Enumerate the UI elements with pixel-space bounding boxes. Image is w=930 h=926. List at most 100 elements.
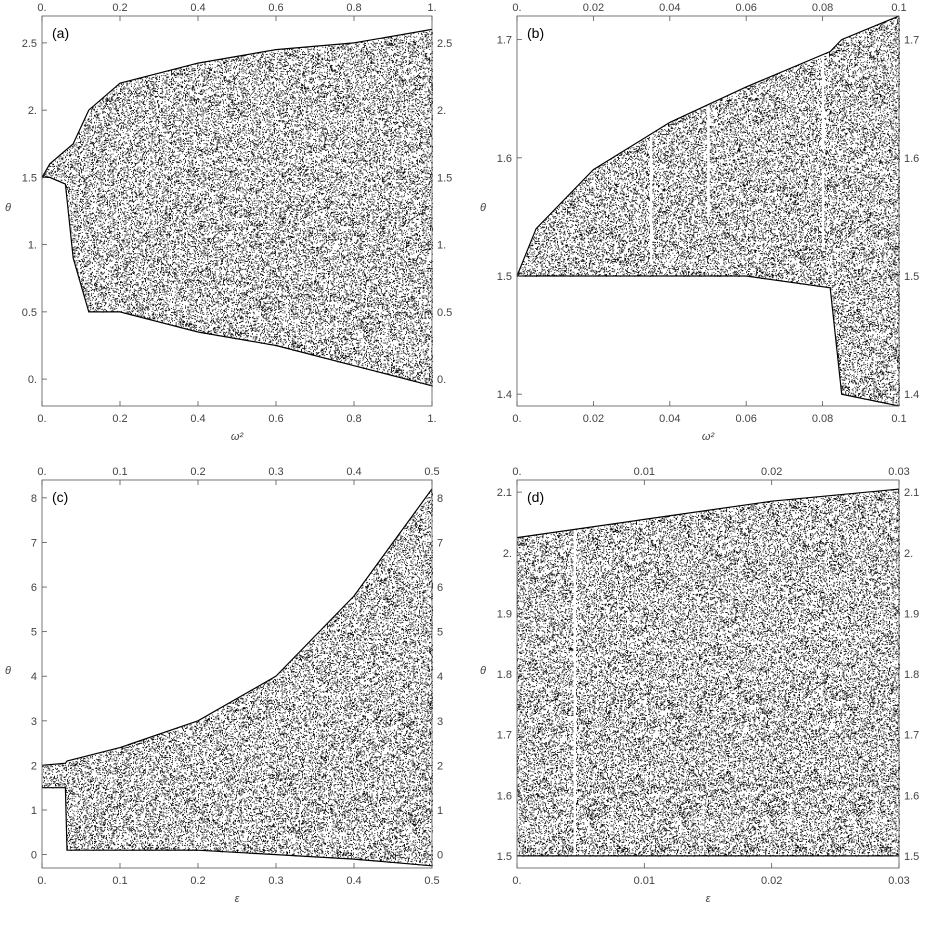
y-tick-label-left: 5 bbox=[31, 627, 37, 639]
y-tick-label-right: 2 bbox=[437, 760, 443, 772]
x-tick-label-bottom: 0.6 bbox=[268, 413, 283, 425]
plot-frame bbox=[41, 479, 433, 869]
x-tick-label-bottom: 0.2 bbox=[190, 875, 205, 887]
point-cloud-dots bbox=[517, 489, 900, 857]
y-tick-label-right: 7 bbox=[437, 537, 443, 549]
y-tick-label-left: 8 bbox=[31, 493, 37, 505]
x-tick-label-top: 0.4 bbox=[346, 466, 361, 478]
x-tick-label-bottom: 0.1 bbox=[112, 875, 127, 887]
point-cloud bbox=[42, 31, 433, 387]
y-tick-label-left: 1.8 bbox=[497, 669, 512, 681]
y-tick-label-right: 5 bbox=[437, 627, 443, 639]
y-tick-label-right: 1.4 bbox=[904, 389, 919, 401]
y-tick-label-right: 2.5 bbox=[437, 38, 452, 50]
x-tick-label-bottom: 0.03 bbox=[888, 875, 909, 887]
y-axis-label: θ bbox=[480, 202, 486, 214]
y-tick-label-left: 6 bbox=[31, 582, 37, 594]
y-tick-label-right: 1.8 bbox=[904, 669, 919, 681]
chart-b: 0. 0. 0.02 0.02 0.04 0.04 0.06 0.06 0.08 0.08 0.1 0… bbox=[480, 2, 919, 443]
point-cloud bbox=[517, 17, 900, 407]
x-tick-label-top: 0.02 bbox=[583, 2, 604, 14]
upper-envelope-line bbox=[516, 488, 900, 539]
point-cloud-dots bbox=[42, 490, 433, 866]
y-tick-label-left: 1.5 bbox=[497, 271, 512, 283]
upper-envelope-line bbox=[41, 28, 433, 178]
y-tick-label-left: 3 bbox=[31, 716, 37, 728]
plot-frame bbox=[41, 15, 433, 407]
point-cloud-dots bbox=[42, 31, 433, 387]
x-tick-label-top: 0.8 bbox=[346, 2, 361, 14]
y-tick-label-left: 1.7 bbox=[497, 730, 512, 742]
x-tick-label-top: 0.04 bbox=[659, 2, 680, 14]
y-tick-label-left: 1.6 bbox=[497, 153, 512, 165]
x-tick-label-bottom: 0.08 bbox=[812, 413, 833, 425]
x-tick-label-top: 0. bbox=[512, 466, 521, 478]
y-tick-label-right: 1 bbox=[437, 805, 443, 817]
panel-b: 0. 0. 0.02 0.02 0.04 0.04 0.06 0.06 0.08 0.08 0.1 0… bbox=[465, 0, 930, 465]
panel-label: (d) bbox=[527, 489, 544, 505]
point-cloud bbox=[42, 490, 433, 866]
panel-d: 0. 0. 0.01 0.01 0.02 0.02 0.03 0.03 1.5 1.5 1.6 1.6… bbox=[465, 460, 930, 926]
y-tick-label-left: 0. bbox=[28, 374, 37, 386]
y-tick-label-right: 1.6 bbox=[904, 153, 919, 165]
y-tick-label-right: 1.7 bbox=[904, 35, 919, 47]
y-tick-label-right: 4 bbox=[437, 671, 443, 683]
x-tick-label-bottom: 0. bbox=[37, 413, 46, 425]
x-tick-label-bottom: 0.5 bbox=[424, 875, 439, 887]
lower-envelope-line bbox=[42, 787, 433, 867]
y-tick-label-right: 2. bbox=[904, 548, 913, 560]
x-tick-label-bottom: 0.01 bbox=[634, 875, 655, 887]
y-tick-label-right: 0. bbox=[437, 374, 446, 386]
x-tick-label-bottom: 0. bbox=[512, 875, 521, 887]
x-axis-label: ε bbox=[706, 893, 711, 905]
y-tick-label-right: 6 bbox=[437, 582, 443, 594]
x-tick-label-top: 0.2 bbox=[112, 2, 127, 14]
x-tick-label-top: 0.02 bbox=[761, 466, 782, 478]
x-tick-label-top: 0.1 bbox=[891, 2, 906, 14]
x-tick-label-bottom: 0. bbox=[37, 875, 46, 887]
x-tick-label-top: 0.2 bbox=[190, 466, 205, 478]
y-tick-label-left: 1.5 bbox=[22, 172, 37, 184]
x-tick-label-bottom: 0.02 bbox=[761, 875, 782, 887]
y-tick-label-left: 0 bbox=[31, 850, 37, 862]
y-tick-label-right: 2. bbox=[437, 105, 446, 117]
chart-d: 0. 0. 0.01 0.01 0.02 0.02 0.03 0.03 1.5 1.5 1.6 1.6… bbox=[480, 466, 919, 905]
x-tick-label-top: 0. bbox=[512, 2, 521, 14]
y-tick-label-left: 0.5 bbox=[22, 307, 37, 319]
panel-label: (c) bbox=[52, 489, 68, 505]
x-tick-label-bottom: 0.04 bbox=[659, 413, 680, 425]
y-tick-label-left: 7 bbox=[31, 537, 37, 549]
panel-c: 0. 0. 0.1 0.1 0.2 0.2 0.3 0.3 0.4 0.4 0.5 0.5 0 0 1 1 2 2… bbox=[0, 460, 465, 926]
y-tick-label-left: 2.5 bbox=[22, 38, 37, 50]
y-tick-label-left: 1. bbox=[28, 240, 37, 252]
x-axis-label: ω² bbox=[231, 431, 244, 443]
x-tick-label-bottom: 0.06 bbox=[735, 413, 756, 425]
plot-frame bbox=[516, 15, 900, 407]
y-tick-label-left: 1.4 bbox=[497, 389, 512, 401]
y-tick-label-left: 4 bbox=[31, 671, 37, 683]
y-tick-label-right: 0.5 bbox=[437, 307, 452, 319]
y-tick-label-right: 2.1 bbox=[904, 487, 919, 499]
y-tick-label-left: 2. bbox=[503, 548, 512, 560]
lower-envelope-line bbox=[42, 176, 433, 387]
x-tick-label-bottom: 0.4 bbox=[190, 413, 205, 425]
y-tick-label-right: 0 bbox=[437, 850, 443, 862]
x-tick-label-bottom: 0.1 bbox=[891, 413, 906, 425]
y-axis-label: θ bbox=[5, 665, 11, 677]
y-tick-label-left: 1.5 bbox=[497, 851, 512, 863]
y-tick-label-right: 3 bbox=[437, 716, 443, 728]
upper-envelope-line bbox=[516, 15, 900, 277]
x-tick-label-top: 0.3 bbox=[268, 466, 283, 478]
y-tick-label-right: 1.5 bbox=[904, 851, 919, 863]
y-tick-label-right: 1.7 bbox=[904, 730, 919, 742]
y-tick-label-right: 8 bbox=[437, 493, 443, 505]
y-tick-label-left: 2.1 bbox=[497, 487, 512, 499]
panel-label: (b) bbox=[527, 25, 544, 41]
point-cloud-dots bbox=[517, 17, 900, 407]
x-tick-label-bottom: 0.02 bbox=[583, 413, 604, 425]
x-tick-label-top: 0.08 bbox=[812, 2, 833, 14]
y-tick-label-left: 1.6 bbox=[497, 790, 512, 802]
y-tick-label-left: 2. bbox=[28, 105, 37, 117]
x-tick-label-bottom: 0.3 bbox=[268, 875, 283, 887]
y-tick-label-right: 1.9 bbox=[904, 608, 919, 620]
